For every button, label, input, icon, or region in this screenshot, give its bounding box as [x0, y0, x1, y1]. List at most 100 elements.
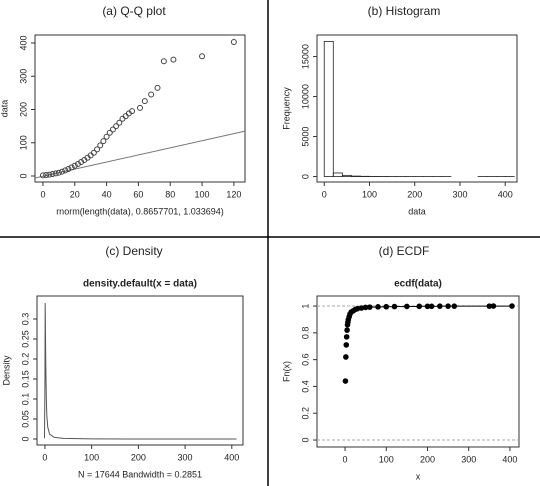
x-axis-label: data: [408, 206, 426, 216]
point: [103, 133, 110, 140]
point: [344, 327, 350, 333]
y-tick-label: 0.4: [300, 380, 310, 393]
y-tick-label: 0.15: [20, 370, 30, 388]
y-tick-label: 300: [18, 69, 28, 84]
point: [428, 303, 435, 310]
point: [154, 84, 161, 91]
x-tick-label: 0: [42, 452, 47, 462]
point: [71, 162, 78, 169]
y-tick-label: 0: [300, 174, 310, 179]
y-tick-label: 0.3: [20, 313, 30, 326]
point: [90, 149, 97, 156]
point: [39, 172, 46, 179]
y-axis-label: Density: [1, 355, 11, 386]
y-tick-label: 0.2: [20, 353, 30, 366]
point: [404, 303, 410, 310]
point: [94, 146, 101, 153]
point: [160, 58, 167, 65]
point: [230, 38, 237, 45]
point: [375, 304, 381, 310]
point: [358, 305, 365, 311]
y-tick-label: 0: [300, 438, 310, 443]
point: [106, 129, 113, 136]
point: [148, 91, 155, 98]
x-tick-label: 200: [131, 452, 146, 462]
point: [354, 305, 361, 312]
y-tick-label: 0: [20, 436, 30, 441]
y-tick-label: 0.1: [20, 393, 30, 406]
plot-box: [316, 295, 520, 448]
y-tick-label: 0: [18, 174, 28, 179]
point: [52, 170, 59, 177]
point: [46, 171, 53, 178]
point: [199, 53, 206, 60]
point: [116, 119, 123, 126]
x-tick-label: 120: [226, 189, 241, 199]
point: [141, 98, 148, 105]
point: [122, 113, 129, 120]
x-tick-label: 20: [70, 189, 80, 199]
x-tick-label: 200: [420, 454, 435, 464]
y-tick-label: 0.25: [20, 330, 30, 348]
bar: [332, 172, 343, 177]
point: [43, 172, 50, 179]
point: [97, 142, 104, 149]
point: [49, 171, 56, 178]
point: [113, 123, 120, 130]
panel-title: (b) Histogram: [368, 4, 441, 18]
point: [362, 304, 369, 311]
point: [486, 303, 493, 309]
point: [343, 342, 350, 348]
x-tick-label: 100: [362, 189, 377, 199]
point: [100, 138, 107, 145]
x-tick-label: 300: [452, 189, 467, 199]
x-tick-label: 100: [379, 454, 394, 464]
point: [451, 303, 458, 309]
point: [437, 303, 443, 309]
point: [342, 378, 349, 384]
point: [490, 303, 497, 309]
point: [137, 104, 143, 111]
point: [391, 303, 398, 310]
point: [62, 167, 69, 174]
y-axis-label: Fn(x): [281, 361, 291, 382]
y-tick-label: 10000: [300, 84, 310, 109]
point: [343, 334, 350, 340]
x-tick-label: 40: [102, 189, 112, 199]
panel-title: (a) Q-Q plot: [102, 4, 166, 18]
point: [55, 169, 62, 176]
y-axis-label: Frequency: [281, 87, 291, 130]
x-tick-label: 300: [461, 454, 476, 464]
y-tick-label: 0.2: [300, 407, 310, 420]
point: [109, 126, 116, 133]
y-tick-label: 0.8: [300, 327, 310, 340]
x-tick-label: 60: [133, 189, 143, 199]
x-axis-label: rnorm(length(data), 0.8657701, 1.033694): [56, 206, 224, 216]
x-tick-label: 400: [224, 452, 239, 462]
panel-title: (c) Density: [105, 244, 162, 258]
point: [366, 304, 373, 310]
plot-title: density.default(x = data): [83, 279, 197, 290]
point: [68, 164, 75, 171]
x-axis-label: x: [416, 471, 421, 481]
y-tick-label: 5000: [300, 127, 310, 147]
point: [424, 303, 431, 310]
x-tick-label: 100: [84, 452, 99, 462]
y-tick-label: 0.6: [300, 353, 310, 366]
point: [416, 303, 423, 310]
x-tick-label: 400: [498, 189, 513, 199]
y-axis-label: data: [0, 100, 9, 118]
x-tick-label: 0: [322, 189, 327, 199]
point: [170, 56, 177, 63]
point: [129, 108, 136, 115]
panel-title: (d) ECDF: [379, 244, 430, 258]
y-tick-label: 1: [300, 304, 310, 309]
x-tick-label: 400: [502, 454, 517, 464]
plot-box: [34, 34, 246, 183]
x-axis-label: N = 17644 Bandwidth = 0.2851: [78, 469, 202, 479]
x-tick-label: 0: [40, 189, 45, 199]
x-tick-label: 0: [343, 454, 348, 464]
plot-box: [316, 34, 518, 183]
density-line: [43, 302, 237, 440]
